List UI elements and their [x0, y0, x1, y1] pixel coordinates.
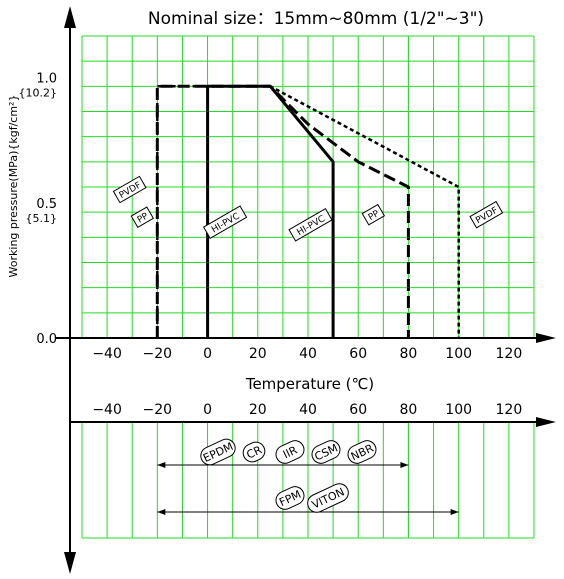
x-tick-label: −20	[143, 346, 173, 362]
y-axis-title: Working pressure(MPa){kgf/cm²}	[7, 95, 20, 278]
rubber-ranges-layer: EPDM CR IIR CSM NBR FPM VITON	[157, 438, 459, 515]
x-tick-label: −40	[92, 346, 122, 362]
rubber-label: CR	[242, 441, 266, 463]
x-tick-label: 40	[299, 346, 317, 362]
y-tick-label: 0.0	[36, 332, 57, 347]
y-tick-label: 0.5	[36, 197, 57, 212]
y-tick-label: 1.0	[36, 71, 57, 86]
range-arrow-start	[157, 462, 166, 468]
lower-x-tick-label: 0	[203, 402, 212, 418]
rubber-label-box	[275, 440, 305, 464]
region-label-box	[202, 205, 248, 240]
rubber-label: IIR	[275, 440, 305, 464]
y-axis-arrow-down	[64, 552, 76, 574]
y-axis-arrow-up	[64, 6, 76, 28]
rubber-label-box	[200, 438, 236, 466]
rubber-label-box	[311, 440, 341, 464]
lower-x-tick-label: −20	[143, 402, 173, 418]
region-label: HI-PVC	[288, 207, 333, 242]
region-label-box	[130, 206, 155, 229]
region-label-text: PP	[136, 211, 151, 225]
ticks-layer: −40 −40 −20 −20 0 0 20 20 40 40 60 60 80 80 100 100 120 1…	[19, 71, 523, 418]
x-tick-label: 0	[203, 346, 212, 362]
region-label-text: PP	[367, 209, 382, 223]
series-line-pp	[155, 84, 410, 338]
upper-grid	[81, 35, 535, 339]
region-label-box	[361, 203, 386, 226]
region-label: PVDF	[112, 175, 147, 204]
range-arrow-end	[450, 509, 459, 515]
x-tick-label: 60	[349, 346, 367, 362]
axes	[56, 6, 556, 574]
region-label: PP	[130, 206, 155, 229]
rubber-label: EPDM	[200, 438, 236, 466]
series-line-pvdf	[156, 85, 460, 338]
rubber-label-box	[307, 483, 349, 513]
y-tick-sublabel: {10.2}	[19, 86, 58, 99]
x-tick-label: 100	[445, 346, 472, 362]
lower-x-tick-label: −40	[92, 402, 122, 418]
lower-x-tick-label: 60	[349, 402, 367, 418]
lower-x-tick-label: 40	[299, 402, 317, 418]
rubber-label: VITON	[307, 483, 349, 513]
range-arrow-start	[157, 509, 166, 515]
rubber-label-box	[242, 441, 266, 463]
region-label: HI-PVC	[202, 205, 248, 240]
labels-layer: PVDF PP HI-PVC HI-PVC PP PVDF	[112, 175, 504, 242]
x-tick-label: 20	[249, 346, 267, 362]
range-arrow-end	[400, 462, 409, 468]
x-tick-label: 120	[496, 346, 523, 362]
rubber-label-box	[275, 486, 305, 510]
rubber-label-text: CR	[245, 443, 265, 461]
region-label-box	[469, 200, 504, 229]
rubber-label-box	[347, 440, 377, 464]
lower-x-tick-label: 80	[400, 402, 418, 418]
lower-x-tick-label: 20	[249, 402, 267, 418]
x-axis-arrow	[536, 333, 556, 343]
region-label-box	[288, 207, 333, 242]
region-label: PP	[361, 203, 386, 226]
x-axis-title: Temperature (℃)	[245, 375, 374, 393]
rubber-label: FPM	[275, 486, 305, 510]
region-label: PVDF	[469, 200, 504, 229]
rubber-label: CSM	[311, 440, 341, 464]
lower-x-tick-label: 120	[496, 402, 523, 418]
lower-grid	[81, 422, 535, 539]
rubber-label-text: IIR	[281, 443, 300, 461]
lower-panel-arrow	[536, 417, 556, 427]
y-tick-sublabel: {5.1}	[26, 212, 58, 225]
chart-title: Nominal size：15mm~80mm (1/2"~3")	[148, 9, 484, 29]
region-label-box	[112, 175, 147, 204]
rubber-label: NBR	[347, 440, 377, 464]
lower-x-tick-label: 100	[445, 402, 472, 418]
series-layer	[155, 84, 460, 338]
x-tick-label: 80	[400, 346, 418, 362]
